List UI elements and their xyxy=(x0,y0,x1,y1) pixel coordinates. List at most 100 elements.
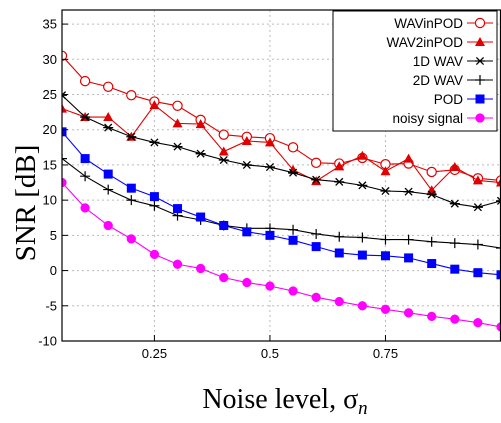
data-point-pod xyxy=(334,248,344,258)
data-point-wav2inpod xyxy=(264,137,275,147)
data-point-1d-wav xyxy=(126,132,137,141)
data-point-wav2inpod xyxy=(62,103,67,113)
data-point-noisy-signal xyxy=(172,259,183,269)
data-point-1d-wav xyxy=(62,91,67,100)
legend-marker-1d-wav xyxy=(475,56,485,66)
y-tick-label: -10 xyxy=(38,334,57,349)
data-point-wavinpod xyxy=(218,129,229,140)
data-point-1d-wav xyxy=(103,123,114,132)
data-point-wavinpod xyxy=(103,81,114,92)
data-point-wav2inpod xyxy=(496,177,501,187)
legend-label-pod: POD xyxy=(434,92,464,107)
data-point-1d-wav xyxy=(449,199,460,208)
legend-label-wavinpod: WAVinPOD xyxy=(394,16,463,31)
y-tick-label: 10 xyxy=(43,193,57,208)
data-point-wavinpod xyxy=(426,166,437,178)
legend-label-noisy-signal: noisy signal xyxy=(392,111,463,126)
data-point-wavinpod xyxy=(287,142,299,153)
legend-box xyxy=(332,10,498,132)
y-tick-label: 30 xyxy=(43,52,57,67)
series-layer xyxy=(62,50,501,332)
data-point-2d-wav xyxy=(126,195,137,206)
tick-labels: -10 -5 0 5 10 15 20 25 30 35 0.25 0.5 0.75 xyxy=(38,17,398,361)
data-point-1d-wav xyxy=(149,138,160,147)
data-point-1d-wav xyxy=(264,162,275,172)
data-point-2d-wav xyxy=(472,239,483,250)
data-point-1d-wav xyxy=(172,142,183,151)
data-point-noisy-signal xyxy=(334,296,344,307)
data-point-2d-wav xyxy=(426,236,437,247)
data-point-pod xyxy=(404,253,414,263)
data-point-1d-wav xyxy=(357,181,368,190)
data-point-1d-wav xyxy=(80,112,91,122)
legend-marker-pod xyxy=(475,94,485,104)
data-point-pod xyxy=(473,268,483,278)
x-axis-title-subscript: n xyxy=(358,398,368,419)
data-point-1d-wav xyxy=(218,155,229,165)
data-point-wavinpod xyxy=(310,157,322,169)
data-point-pod xyxy=(126,183,136,193)
data-point-wav2inpod xyxy=(403,153,414,163)
data-point-2d-wav xyxy=(80,171,91,182)
data-point-2d-wav xyxy=(334,231,345,242)
data-point-wav2inpod xyxy=(149,100,160,110)
data-point-noisy-signal xyxy=(219,272,229,283)
data-point-1d-wav xyxy=(472,203,483,212)
data-point-2d-wav xyxy=(311,228,322,239)
data-point-wav2inpod xyxy=(380,166,391,176)
data-point-noisy-signal xyxy=(427,311,437,322)
data-point-noisy-signal xyxy=(311,292,321,302)
y-tick-label: 20 xyxy=(43,122,57,137)
series-1d-wav xyxy=(62,91,501,212)
data-point-2d-wav xyxy=(357,232,368,243)
y-tick-label: 25 xyxy=(43,87,57,102)
y-tick-label: 35 xyxy=(43,17,57,32)
data-point-noisy-signal xyxy=(357,301,368,311)
data-point-pod xyxy=(427,259,437,269)
data-point-noisy-signal xyxy=(403,308,414,318)
data-point-1d-wav xyxy=(496,196,501,205)
series-line-pod xyxy=(62,131,501,276)
data-point-wavinpod xyxy=(126,90,137,101)
data-point-1d-wav xyxy=(311,175,322,184)
data-point-1d-wav xyxy=(288,168,299,177)
data-point-noisy-signal xyxy=(242,277,252,288)
y-tick-label: 0 xyxy=(50,263,57,278)
data-point-1d-wav xyxy=(426,190,437,199)
x-tick-label: 0.5 xyxy=(261,346,279,361)
y-axis-title: SNR [dB] xyxy=(10,145,42,262)
y-tick-label: 15 xyxy=(43,157,57,172)
data-point-wav2inpod xyxy=(218,146,229,156)
data-point-pod xyxy=(496,270,501,280)
data-point-2d-wav xyxy=(103,184,114,195)
data-point-pod xyxy=(149,192,159,202)
data-point-noisy-signal xyxy=(473,318,483,328)
series-line-wav2inpod xyxy=(62,104,501,192)
data-point-noisy-signal xyxy=(380,304,391,314)
legend-marker-noisy-signal xyxy=(475,113,485,123)
data-point-pod xyxy=(357,250,367,260)
axis-titles: SNR [dB] Noise level, σn xyxy=(10,145,368,419)
data-point-2d-wav xyxy=(62,153,67,164)
y-tick-label: 5 xyxy=(50,228,57,243)
data-point-wav2inpod xyxy=(357,150,368,160)
data-point-noisy-signal xyxy=(149,249,160,260)
data-point-pod xyxy=(103,169,113,179)
data-point-pod xyxy=(380,251,390,261)
x-axis-title-main: Noise level, σ xyxy=(202,384,358,415)
x-tick-label: 0.75 xyxy=(373,346,398,361)
data-point-noisy-signal xyxy=(126,234,136,244)
data-point-1d-wav xyxy=(380,186,391,196)
data-point-pod xyxy=(242,227,252,237)
data-point-pod xyxy=(80,154,90,164)
data-point-wavinpod xyxy=(172,100,183,111)
data-point-noisy-signal xyxy=(103,220,113,231)
data-point-wav2inpod xyxy=(172,118,183,128)
legend: WAVinPOD WAV2inPOD 1D WAV 2D WAV POD noisy si… xyxy=(332,10,498,132)
data-point-noisy-signal xyxy=(288,286,298,296)
series-pod xyxy=(62,127,501,280)
data-point-wav2inpod xyxy=(195,119,206,129)
data-point-pod xyxy=(219,221,229,231)
data-point-1d-wav xyxy=(195,149,206,158)
